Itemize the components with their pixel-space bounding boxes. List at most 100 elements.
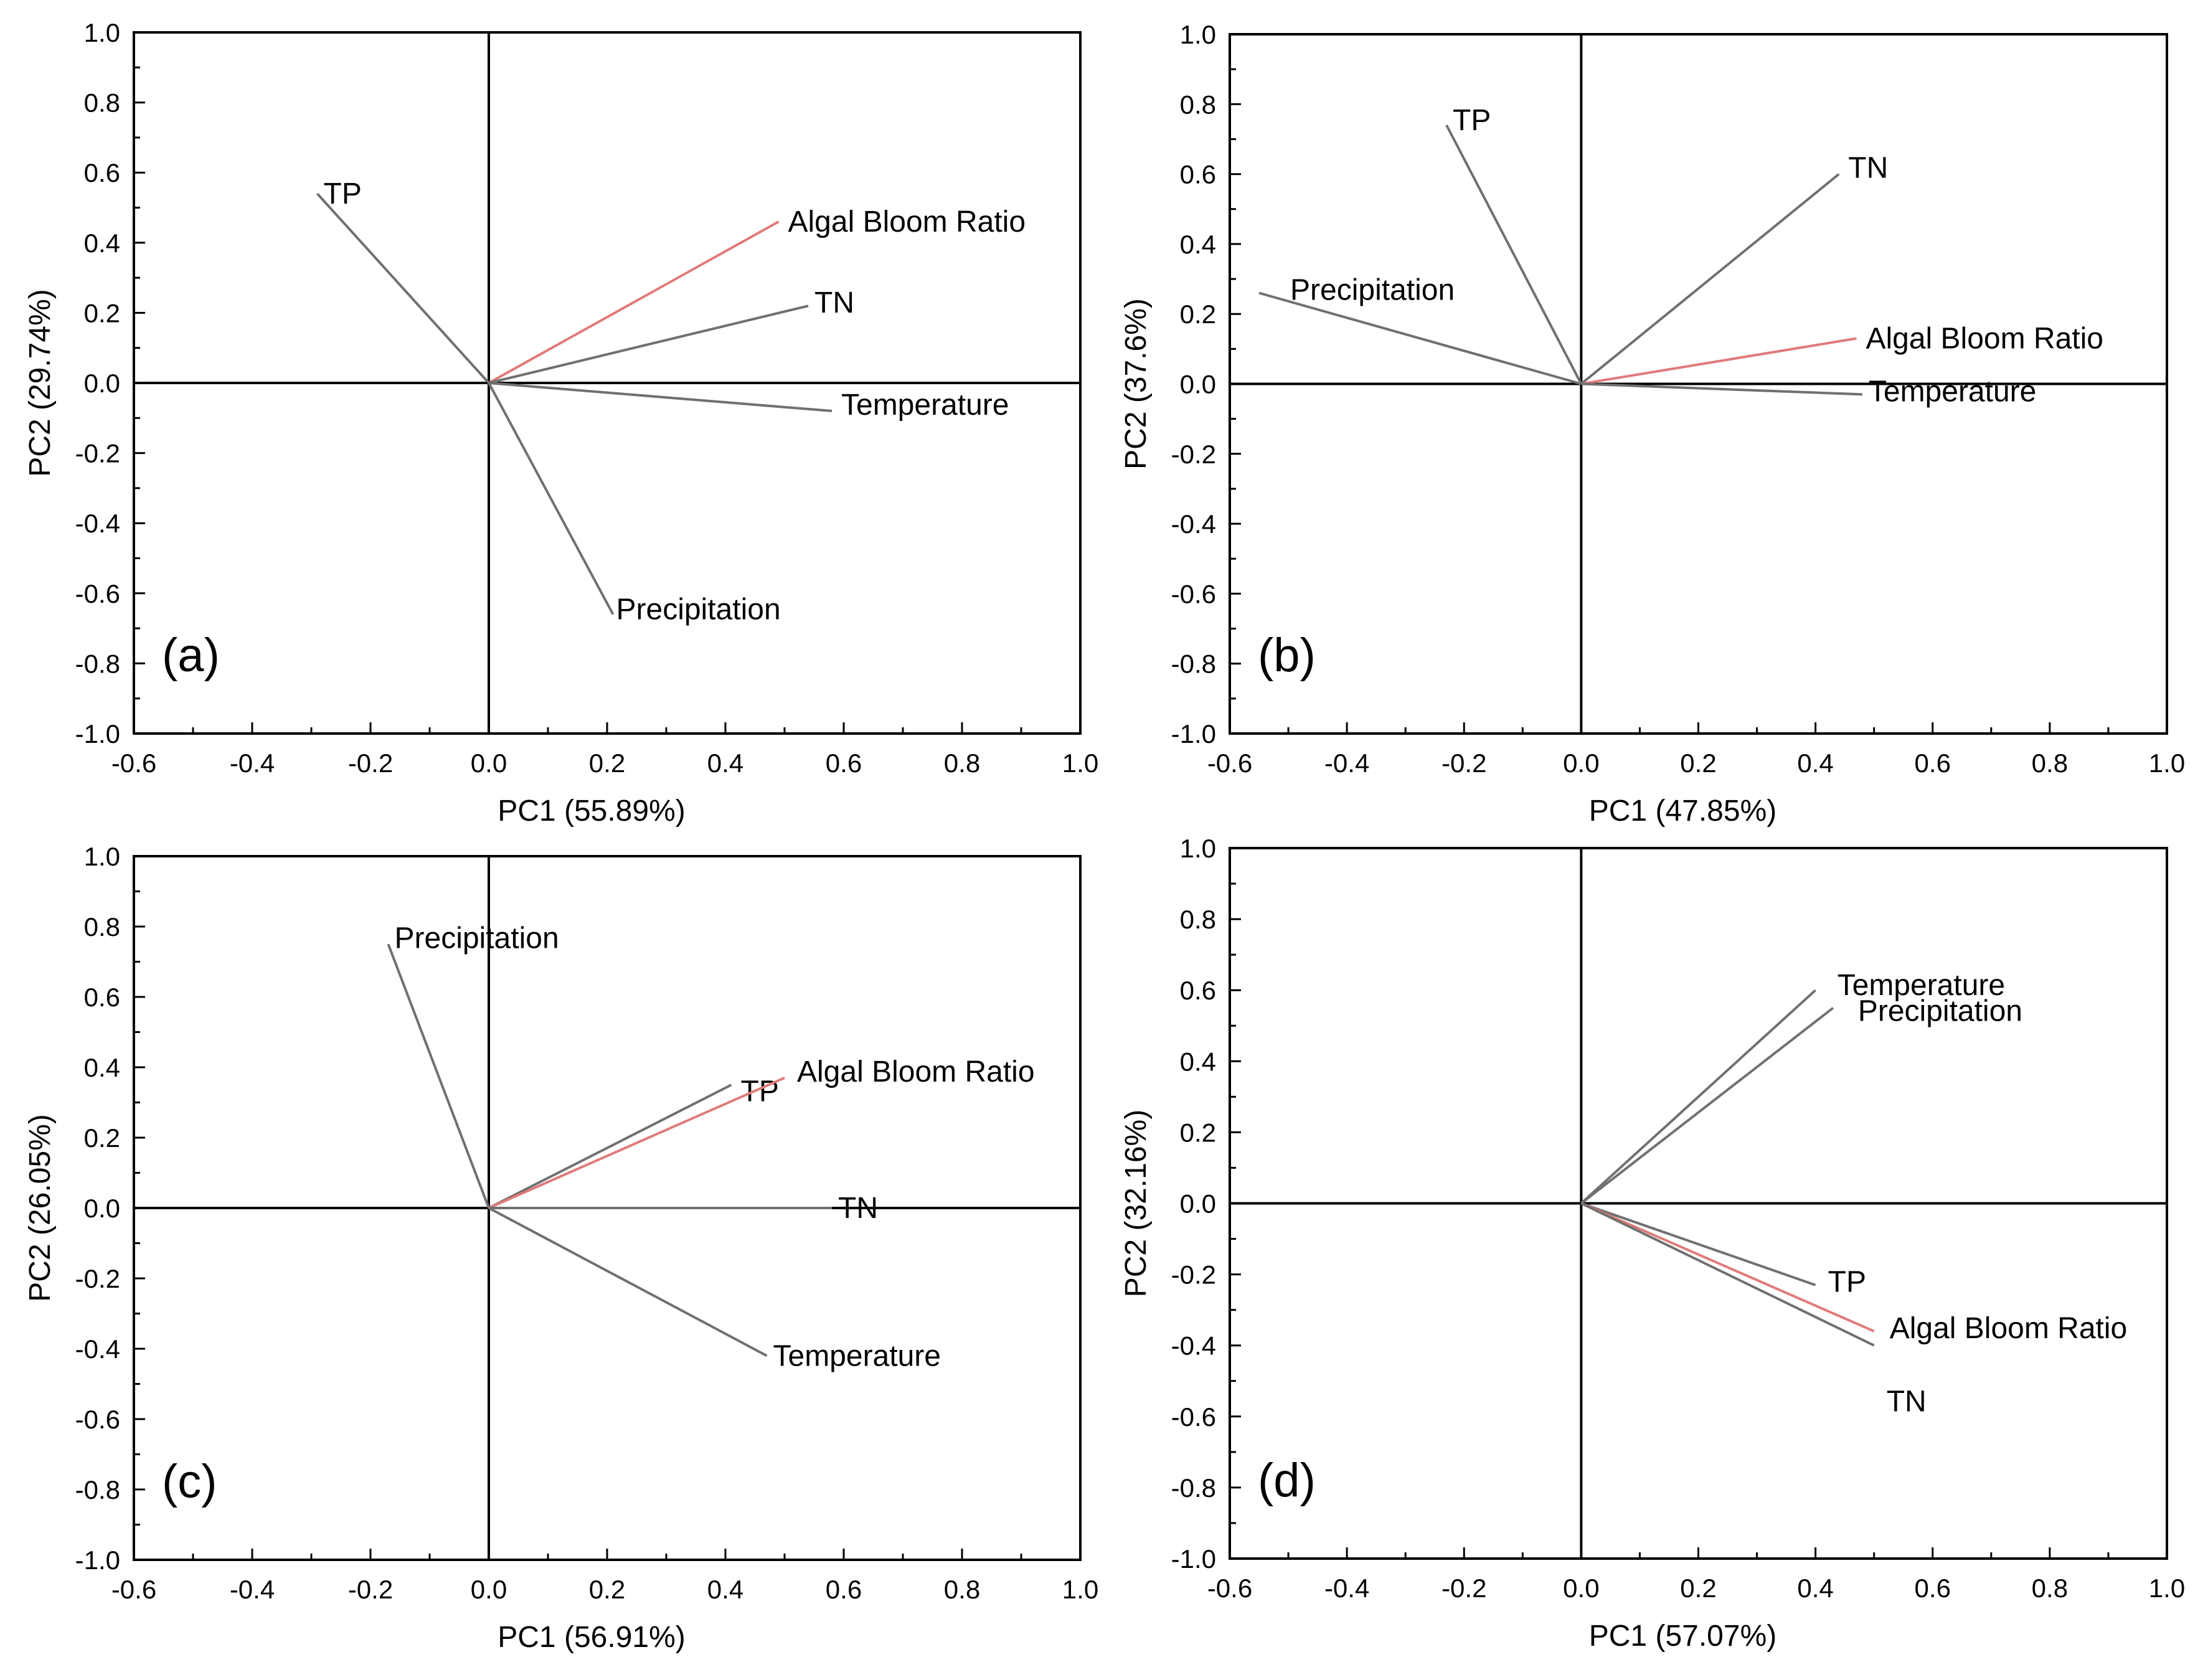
y-tick-label: 0.4 [1180,1047,1216,1076]
vector-temperature [1581,382,1862,396]
vector-label-tp: TP [324,177,362,210]
panel-tag: (b) [1258,629,1316,682]
vector-temperature [1580,989,1816,1204]
x-axis-title: PC1 (56.91%) [498,1621,685,1654]
vector-temperature [488,382,833,413]
vector-label-algal-bloom-ratio: Algal Bloom Ratio [788,205,1026,238]
y-tick-label: -1.0 [1171,1544,1216,1574]
vector-label-temperature: Temperature [1869,375,2036,408]
x-axis-title: PC1 (55.89%) [498,795,685,828]
vector-label-precipitation: Precipitation [1858,995,2022,1028]
vector-tp [1580,1202,1816,1286]
x-tick-label: -0.6 [1207,748,1252,778]
y-tick-label: 0.6 [84,983,120,1012]
x-tick-label: -0.2 [1441,1574,1486,1603]
x-axis-title: PC1 (47.85%) [1589,795,1776,828]
vector-label-algal-bloom-ratio: Algal Bloom Ratio [1866,323,2103,356]
y-tick-label: 0.6 [84,158,120,187]
panel-a: -0.6 -0.4 -0.2 0.0 0.2 0.4 0.6 0.8 1.0 1.0 0.8 0.6 0… [24,18,1098,828]
y-tick-label: 0.0 [84,369,120,398]
y-axis-title: PC2 (32.16%) [1120,1110,1153,1297]
x-tick-label: 1.0 [2149,1574,2185,1603]
vector-tp [316,192,490,384]
y-tick-label: 0.2 [1180,1118,1216,1147]
x-tick-label: 0.8 [944,748,980,778]
y-tick-label: 0.8 [84,912,120,941]
y-tick-label: 0.6 [1180,976,1216,1005]
vector-label-temperature: Temperature [841,389,1009,422]
y-tick-label: 0.0 [1180,1189,1216,1219]
vector-algal-bloom-ratio [488,1077,785,1209]
y-tick-label: -0.6 [75,1405,120,1434]
y-tick-label: -0.6 [1171,1402,1216,1432]
y-tick-label: -0.4 [75,509,120,538]
x-tick-label: 0.6 [826,1575,862,1604]
x-tick-label: -0.2 [348,748,393,778]
vector-label-precipitation: Precipitation [1290,274,1455,307]
x-tick-label: 0.8 [944,1575,980,1604]
vector-tp [488,1083,732,1209]
vector-tn [1580,173,1840,385]
x-tick-label: 1.0 [1062,1575,1098,1604]
x-axis-title: PC1 (57.07%) [1589,1620,1776,1653]
vector-label-algal-bloom-ratio: Algal Bloom Ratio [1890,1312,2128,1345]
x-tick-label: 0.8 [2032,748,2068,778]
x-tick-label: -0.2 [348,1575,393,1604]
vector-label-tn: TN [814,286,854,319]
x-tick-label: -0.6 [111,1575,156,1604]
vector-label-tn: TN [1887,1385,1927,1418]
y-tick-label: -1.0 [75,1546,120,1575]
x-tick-label: 0.0 [471,748,507,778]
vector-tn [488,304,809,384]
vector-algal-bloom-ratio [488,220,780,384]
y-tick-label: 0.8 [1180,90,1216,119]
vector-label-tp: TP [1828,1266,1866,1299]
vector-algal-bloom-ratio [1581,337,1857,385]
vector-temperature [488,1207,768,1357]
y-tick-label: -0.2 [75,1264,120,1293]
x-tick-label: -0.6 [1207,1574,1252,1603]
panel-d: -0.6 -0.4 -0.2 0.0 0.2 0.4 0.6 0.8 1.0 1.0 0.8 0.6 0… [1120,834,2185,1653]
y-tick-label: -0.4 [1171,509,1216,539]
vector-label-tn: TN [838,1192,878,1225]
vector-precipitation [1580,1007,1834,1205]
y-tick-label: -0.2 [75,439,120,468]
x-tick-label: 0.8 [2032,1574,2068,1603]
vector-precipitation [488,382,615,615]
y-tick-label: 1.0 [84,842,120,871]
x-tick-label: -0.4 [1324,1574,1369,1603]
y-tick-label: 0.2 [84,298,120,328]
vector-label-temperature: Temperature [1838,969,2005,1002]
x-tick-label: 0.4 [707,748,743,778]
y-tick-label: -0.8 [75,1475,120,1504]
vector-label-tp: TP [1453,104,1491,137]
y-tick-label: -0.2 [1171,440,1216,469]
x-tick-label: -0.4 [230,748,275,778]
x-tick-label: 0.0 [471,1575,507,1604]
x-tick-label: -0.4 [230,1575,275,1604]
y-axis-title: PC2 (26.05%) [24,1114,57,1301]
x-tick-label: 0.0 [1563,1574,1599,1603]
panel-b: -0.6 -0.4 -0.2 0.0 0.2 0.4 0.6 0.8 1.0 1.0 0.8 0.6 0… [1120,20,2185,828]
x-tick-label: 0.4 [1797,1574,1833,1603]
y-axis-title: PC2 (29.74%) [24,289,57,476]
panel-tag: (c) [162,1455,217,1508]
vector-label-algal-bloom-ratio: Algal Bloom Ratio [797,1055,1035,1088]
y-tick-label: 0.2 [1180,300,1216,329]
x-tick-label: 1.0 [2149,748,2185,778]
x-tick-label: 0.6 [1915,748,1951,778]
vector-label-precipitation: Precipitation [395,922,559,955]
vector-precipitation [1258,291,1582,385]
x-tick-label: 0.2 [1680,1574,1716,1603]
x-tick-label: 0.2 [1680,748,1716,778]
y-tick-label: 0.4 [84,1053,120,1082]
x-tick-label: 0.2 [589,1575,625,1604]
x-tick-label: 0.0 [1563,748,1599,778]
x-tick-label: 0.2 [589,748,625,778]
x-tick-label: -0.4 [1324,748,1369,778]
x-tick-label: -0.2 [1441,748,1486,778]
y-tick-label: -0.6 [1171,579,1216,608]
y-tick-label: -0.2 [1171,1260,1216,1290]
y-tick-label: -0.4 [75,1334,120,1364]
